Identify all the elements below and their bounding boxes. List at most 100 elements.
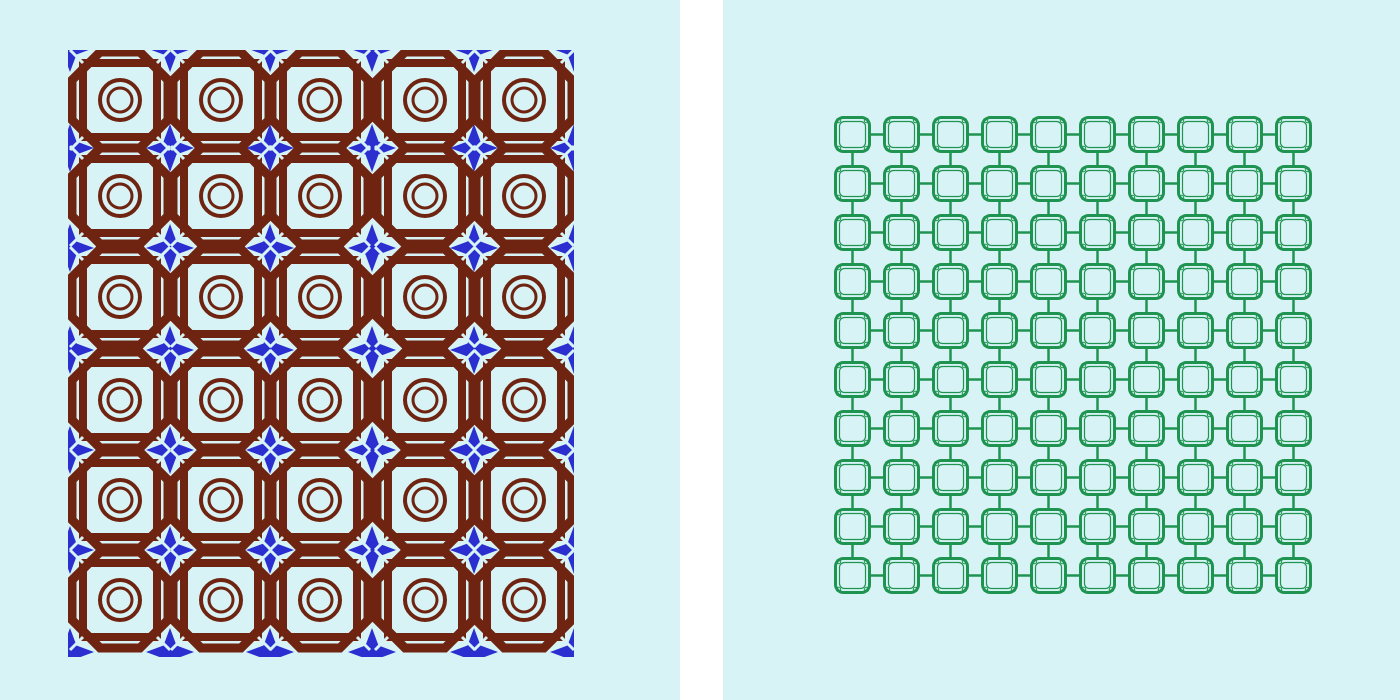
link-knot — [1031, 411, 1038, 418]
link-knot — [1255, 341, 1262, 348]
link-knot — [1108, 586, 1115, 593]
link-inner — [1034, 463, 1063, 492]
link-knot — [1227, 215, 1234, 222]
link-inner — [1083, 365, 1112, 394]
octagon-tile — [471, 143, 574, 249]
link-knot — [1080, 341, 1087, 348]
link-knot — [1276, 292, 1283, 299]
link-knot — [1276, 243, 1283, 250]
link-knot — [1255, 166, 1262, 173]
link-knot — [1304, 243, 1311, 250]
corner-notch — [472, 245, 489, 262]
link-knot — [1276, 194, 1283, 201]
link-knot — [982, 117, 989, 124]
link-inner — [985, 463, 1014, 492]
link-knot — [1080, 411, 1087, 418]
link-knot — [933, 460, 940, 467]
link-knot — [884, 313, 891, 320]
link-knot — [1304, 117, 1311, 124]
link-knot — [933, 558, 940, 565]
link-knot — [912, 264, 919, 271]
link-knot — [1059, 411, 1066, 418]
corner-notch — [373, 535, 390, 552]
inner-ring — [106, 386, 134, 414]
link-knot — [1108, 313, 1115, 320]
link-knot — [1031, 264, 1038, 271]
inner-ring — [411, 586, 439, 614]
square-frame — [180, 59, 262, 141]
link-inner — [1279, 561, 1308, 590]
link-knot — [1227, 313, 1234, 320]
square-frame — [79, 559, 161, 641]
link-knot — [1108, 194, 1115, 201]
link-knot — [1178, 313, 1185, 320]
link-knot — [1178, 439, 1185, 446]
link-knot — [1206, 215, 1213, 222]
corner-notch — [472, 548, 489, 565]
link-knot — [863, 390, 870, 397]
inner-ring — [106, 586, 134, 614]
link-inner — [1230, 561, 1259, 590]
link-inner — [838, 463, 867, 492]
square-frame — [384, 155, 466, 237]
link-knot — [835, 194, 842, 201]
outer-ring — [403, 174, 447, 218]
link-inner — [936, 267, 965, 296]
square-frame — [180, 359, 262, 441]
inner-ring — [510, 586, 538, 614]
link-inner — [887, 512, 916, 541]
link-knot — [1255, 264, 1262, 271]
link-knot — [1031, 537, 1038, 544]
link-inner — [1279, 512, 1308, 541]
link-knot — [863, 488, 870, 495]
link-inner — [1083, 120, 1112, 149]
corner-notch — [169, 348, 186, 365]
link-knot — [1206, 194, 1213, 201]
link-knot — [1010, 166, 1017, 173]
link-knot — [1276, 460, 1283, 467]
link-knot — [1080, 586, 1087, 593]
corner-notch — [373, 348, 390, 365]
square-frame — [79, 459, 161, 541]
link-knot — [1206, 292, 1213, 299]
octagon-tile — [372, 244, 478, 350]
link-knot — [1031, 390, 1038, 397]
four-point-star — [450, 628, 498, 657]
outer-ring — [199, 578, 243, 622]
link-knot — [1255, 460, 1262, 467]
inner-ring — [510, 86, 538, 114]
link-knot — [1227, 341, 1234, 348]
link-knot — [1080, 117, 1087, 124]
link-knot — [884, 488, 891, 495]
corner-notch — [460, 435, 477, 452]
outer-ring — [98, 478, 142, 522]
outer-ring — [403, 578, 447, 622]
corner-notch — [268, 535, 285, 552]
link-knot — [884, 145, 891, 152]
corner-notch — [460, 231, 477, 248]
link-inner — [1034, 561, 1063, 590]
link-inner — [1132, 218, 1161, 247]
corner-notch — [373, 435, 390, 452]
link-knot — [982, 488, 989, 495]
link-knot — [863, 264, 870, 271]
link-inner — [985, 267, 1014, 296]
link-knot — [1031, 194, 1038, 201]
link-knot — [1129, 509, 1136, 516]
link-knot — [1157, 264, 1164, 271]
link-knot — [1108, 537, 1115, 544]
link-knot — [933, 194, 940, 201]
link-knot — [1157, 558, 1164, 565]
link-knot — [1157, 390, 1164, 397]
corner-notch — [155, 448, 172, 465]
link-knot — [1080, 558, 1087, 565]
corner-notch — [155, 144, 172, 161]
link-knot — [863, 117, 870, 124]
link-knot — [1010, 537, 1017, 544]
link-knot — [884, 439, 891, 446]
corner-notch — [268, 635, 285, 652]
four-point-star — [348, 224, 396, 272]
link-knot — [1108, 488, 1115, 495]
link-knot — [1157, 292, 1164, 299]
corner-notch — [472, 435, 489, 452]
